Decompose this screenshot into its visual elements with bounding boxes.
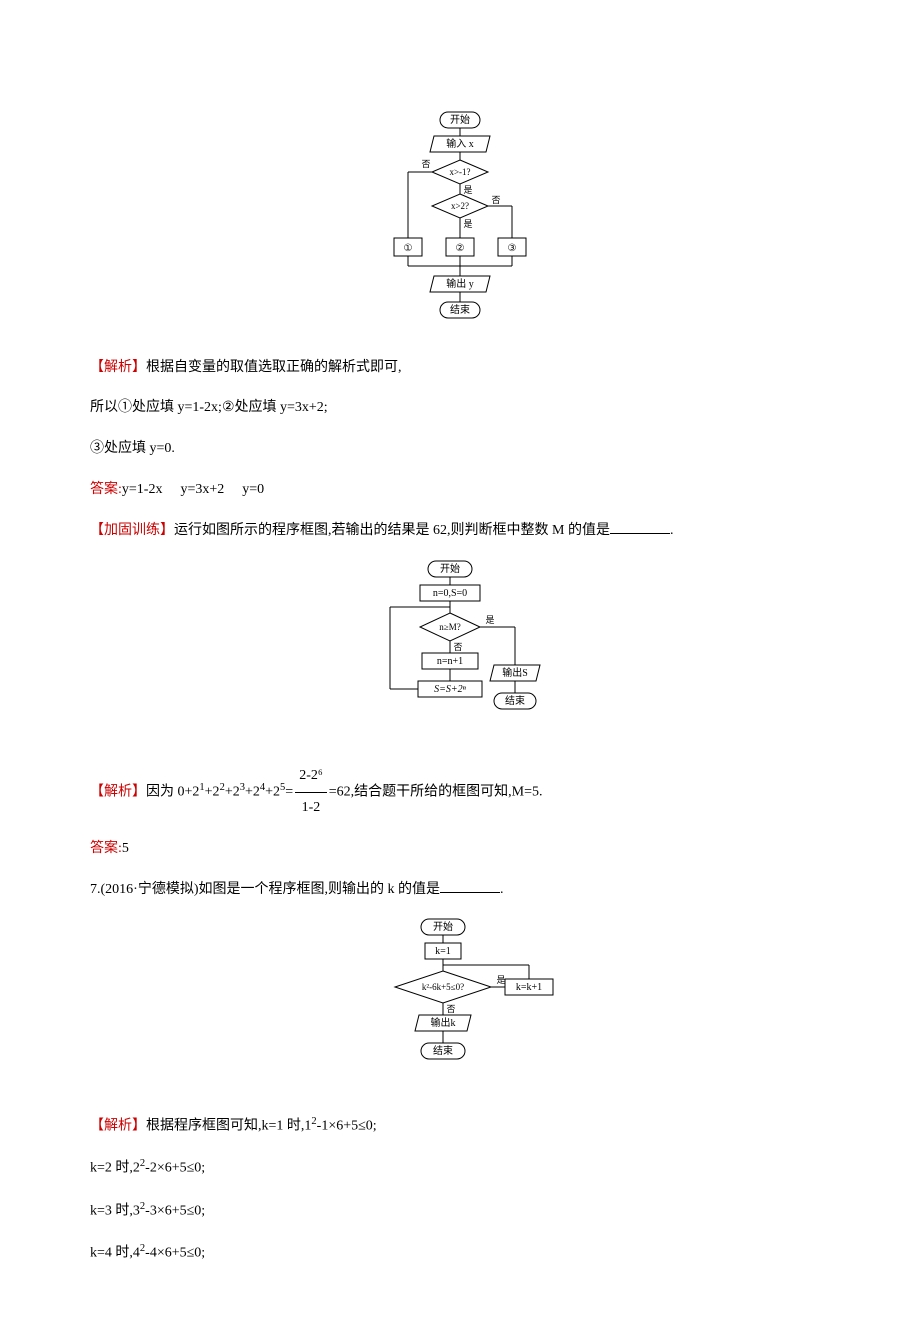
sec4-l4: k=4 时,42-4×6+5≤0;	[90, 1237, 830, 1269]
flowchart-1-svg: 开始 输入 x x>-1? 否 是 x>2? 否 是 ① ② ③ 输出 y 结束	[370, 108, 550, 328]
frac-den: 1-2	[295, 793, 327, 824]
q7-stem: 7.(2016·宁德模拟)如图是一个程序框图,则输出的 k 的值是.	[90, 875, 830, 906]
sec3-analysis: 【解析】因为 0+21+22+23+24+25=2-2⁶1-2=62,结合题干所…	[90, 761, 830, 824]
analysis-label-2: 【解析】	[90, 785, 146, 800]
blank-2	[440, 877, 500, 892]
f2-output: 输出S	[502, 666, 528, 679]
f1-yes1: 是	[463, 185, 472, 195]
f1-input: 输入 x	[446, 137, 474, 150]
f3-yes: 是	[496, 975, 505, 985]
f1-box1: ①	[404, 243, 413, 254]
sec3-post: =62,结合题干所给的框图可知,M=5.	[329, 785, 543, 800]
flowchart-2-svg: 开始 n=0,S=0 n≥M? 是 否 输出S 结束 n=n+1 S=S+2ⁿ	[360, 557, 560, 737]
f2-no: 否	[453, 642, 462, 652]
sec1-ans-b: y=3x+2	[180, 482, 224, 497]
f2-end: 结束	[505, 694, 525, 707]
blank-1	[610, 518, 670, 533]
sec4-l2: k=2 时,22-2×6+5≤0;	[90, 1152, 830, 1184]
flowchart-2: 开始 n=0,S=0 n≥M? 是 否 输出S 结束 n=n+1 S=S+2ⁿ	[90, 557, 830, 744]
sec4-l1: 【解析】根据程序框图可知,k=1 时,12-1×6+5≤0;	[90, 1110, 830, 1142]
sec1-line3: ③处应填 y=0.	[90, 434, 830, 465]
flowchart-1: 开始 输入 x x>-1? 否 是 x>2? 否 是 ① ② ③ 输出 y 结束	[90, 108, 830, 335]
f2-cond: n≥M?	[439, 622, 460, 632]
f1-cond2: x>2?	[451, 201, 469, 211]
f3-init: k=1	[435, 946, 451, 957]
f3-start: 开始	[433, 920, 453, 933]
sec3-answer-val: 5	[122, 841, 129, 856]
sec2-train-text: 运行如图所示的程序框图,若输出的结果是 62,则判断框中整数 M 的值是	[174, 523, 610, 538]
sec1-answer: 答案:y=1-2x y=3x+2 y=0	[90, 475, 830, 506]
sec2-period: .	[670, 523, 674, 538]
frac-num: 2-2⁶	[295, 761, 327, 793]
f1-box2: ②	[456, 243, 465, 254]
fraction: 2-2⁶1-2	[295, 761, 327, 824]
answer-label-2: 答案:	[90, 841, 122, 856]
flowchart-3: 开始 k=1 k²-6k+5≤0? 是 否 k=k+1 输出k 结束	[90, 915, 830, 1092]
f1-no2: 否	[491, 195, 500, 205]
f2-step1: n=n+1	[437, 656, 463, 667]
q7-period: .	[500, 882, 504, 897]
sec1-ans-a: y=1-2x	[122, 482, 163, 497]
f3-step: k=k+1	[516, 982, 542, 993]
f2-yes: 是	[485, 615, 494, 625]
f3-no: 否	[446, 1004, 455, 1014]
f2-init: n=0,S=0	[433, 588, 467, 599]
f3-output: 输出k	[431, 1016, 456, 1029]
sec3-pre: 因为 0+2	[146, 785, 199, 800]
sec1-ans-c: y=0	[242, 482, 264, 497]
answer-label-1: 答案:	[90, 482, 122, 497]
f1-yes2: 是	[463, 219, 472, 229]
f1-cond1: x>-1?	[449, 167, 470, 177]
train-label: 【加固训练】	[90, 523, 174, 538]
f2-step2: S=S+2ⁿ	[434, 684, 466, 695]
flowchart-3-svg: 开始 k=1 k²-6k+5≤0? 是 否 k=k+1 输出k 结束	[355, 915, 565, 1085]
f2-start: 开始	[440, 562, 460, 575]
f3-end: 结束	[433, 1044, 453, 1057]
sec4-l3: k=3 时,32-3×6+5≤0;	[90, 1195, 830, 1227]
f3-cond: k²-6k+5≤0?	[422, 982, 464, 992]
f1-no1: 否	[421, 159, 430, 169]
f1-end: 结束	[450, 303, 470, 316]
analysis-label-1: 【解析】	[90, 360, 146, 375]
q7-text: 7.(2016·宁德模拟)如图是一个程序框图,则输出的 k 的值是	[90, 882, 440, 897]
sec1-analysis: 【解析】根据自变量的取值选取正确的解析式即可,	[90, 353, 830, 384]
f1-output: 输出 y	[446, 277, 474, 290]
sec1-line2: 所以①处应填 y=1-2x;②处应填 y=3x+2;	[90, 393, 830, 424]
sec3-answer: 答案:5	[90, 834, 830, 865]
analysis-label-3: 【解析】	[90, 1119, 146, 1134]
f1-start: 开始	[450, 113, 470, 126]
f1-box3: ③	[508, 243, 517, 254]
sec2-train: 【加固训练】运行如图所示的程序框图,若输出的结果是 62,则判断框中整数 M 的…	[90, 516, 830, 547]
sec1-analysis-text: 根据自变量的取值选取正确的解析式即可,	[146, 360, 402, 375]
